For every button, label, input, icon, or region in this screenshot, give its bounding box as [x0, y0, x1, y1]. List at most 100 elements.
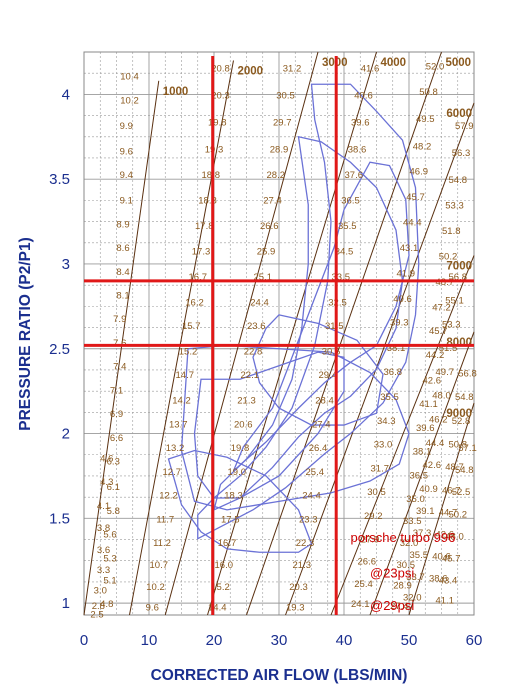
efficiency-label: 51.5 — [439, 343, 458, 354]
plot-frame — [83, 51, 475, 616]
efficiency-label: 30.5 — [276, 90, 295, 101]
efficiency-label: 50.2 — [439, 251, 458, 262]
efficiency-label: 40.6 — [393, 294, 412, 305]
efficiency-label: 35.0 — [406, 494, 425, 505]
efficiency-label: 44.4 — [403, 218, 422, 229]
efficiency-label: 34.5 — [335, 246, 354, 257]
efficiency-island — [193, 351, 345, 499]
efficiency-label: 3.6 — [97, 545, 110, 556]
efficiency-label: 52.0 — [426, 62, 445, 73]
efficiency-label: 27.4 — [263, 196, 282, 207]
efficiency-label: 44.4 — [426, 438, 445, 449]
efficiency-label: 41.1 — [436, 596, 455, 607]
efficiency-label: 30.5 — [397, 560, 416, 571]
efficiency-label: 16.7 — [189, 272, 208, 283]
efficiency-label: 45.7 — [429, 326, 448, 337]
efficiency-label: 42.6 — [423, 375, 442, 386]
efficiency-label: 35.5 — [410, 550, 429, 561]
efficiency-label: 37.6 — [345, 170, 364, 181]
efficiency-label: 14.7 — [176, 370, 195, 381]
efficiency-label: 52.8 — [452, 416, 471, 427]
speed-line — [207, 51, 377, 616]
efficiency-label: 38.1 — [413, 447, 432, 458]
speed-line-label: 9000 — [446, 408, 472, 420]
efficiency-island — [252, 314, 384, 426]
efficiency-label: 39.1 — [416, 506, 435, 517]
speed-line — [369, 331, 475, 616]
y-tick-label: 3.5 — [49, 171, 70, 188]
efficiency-label: 10.4 — [120, 72, 139, 83]
efficiency-label: 27.4 — [390, 601, 409, 612]
efficiency-label: 16.2 — [185, 297, 204, 308]
efficiency-label: 4.1 — [97, 501, 110, 512]
efficiency-label: 38.1 — [387, 343, 406, 354]
speed-line-label: 7000 — [446, 260, 472, 272]
y-axis-ticks: 1 1.5 2 2.5 3 3.5 4 — [49, 86, 70, 612]
efficiency-label: 4.8 — [100, 599, 113, 610]
efficiency-label: 15.2 — [179, 346, 198, 357]
efficiency-label: 29.2 — [364, 511, 383, 522]
efficiency-label: 4.6 — [100, 453, 113, 464]
efficiency-label: 33.7 — [406, 572, 425, 583]
efficiency-label: 48.2 — [413, 141, 432, 152]
efficiency-label: 10.7 — [150, 560, 169, 571]
efficiency-label: 36.5 — [341, 196, 360, 207]
efficiency-label: 17.8 — [195, 221, 214, 232]
efficiency-label: 40.6 — [354, 90, 373, 101]
efficiency-label: 6.9 — [110, 409, 123, 420]
efficiency-label: 21.3 — [237, 396, 256, 407]
efficiency-label: 19.3 — [286, 603, 305, 614]
efficiency-label: 20.3 — [289, 582, 308, 593]
efficiency-label: 46.2 — [429, 414, 448, 425]
efficiency-label: 40.6 — [432, 552, 451, 563]
efficiency-label: 48.0 — [445, 531, 464, 542]
efficiency-label: 44.2 — [426, 350, 445, 361]
efficiency-label: 38.6 — [429, 574, 448, 585]
efficiency-label: 3.0 — [94, 586, 107, 597]
efficiency-label: 29.7 — [273, 118, 292, 129]
efficiency-label: 23.6 — [247, 321, 266, 332]
efficiency-label: 53.3 — [442, 319, 461, 330]
efficiency-label: 25.4 — [306, 467, 325, 478]
efficiency-label: 11.7 — [156, 514, 174, 525]
efficiency-label: 6.1 — [107, 482, 120, 493]
efficiency-label: 13.7 — [169, 419, 188, 430]
y-tick-label: 3 — [62, 256, 70, 273]
efficiency-label: 33.0 — [374, 440, 393, 451]
speed-line — [330, 255, 475, 616]
efficiency-label: 18.3 — [224, 491, 243, 502]
efficiency-label: 54.8 — [449, 175, 468, 186]
efficiency-label: 28.4 — [315, 396, 334, 407]
efficiency-label: 36.8 — [384, 367, 403, 378]
efficiency-label: 8.4 — [116, 267, 129, 278]
x-tick-label: 50 — [401, 632, 418, 649]
efficiency-label: 26.4 — [309, 443, 328, 454]
efficiency-label: 12.2 — [159, 491, 178, 502]
efficiency-island — [197, 83, 420, 540]
efficiency-label: 17.3 — [192, 246, 211, 257]
efficiency-label: 23.3 — [299, 514, 318, 525]
reference-lines — [84, 56, 474, 615]
efficiency-label: 19.8 — [208, 118, 227, 129]
efficiency-label: 16.7 — [218, 538, 237, 549]
efficiency-label: 15.2 — [211, 582, 230, 593]
y-tick-label: 1 — [62, 595, 70, 612]
efficiency-label: 9.1 — [120, 196, 133, 207]
efficiency-label: 49.7 — [436, 367, 455, 378]
efficiency-label: 32.0 — [403, 592, 422, 603]
efficiency-label: 4.3 — [100, 477, 113, 488]
efficiency-label: 9.9 — [120, 121, 133, 132]
efficiency-label: 56.8 — [458, 369, 477, 380]
efficiency-label: 36.5 — [410, 470, 429, 481]
efficiency-label: 56.3 — [452, 148, 471, 159]
efficiency-label: 50.2 — [449, 509, 468, 520]
efficiency-label: 35.5 — [380, 392, 399, 403]
efficiency-label: 30.5 — [367, 487, 386, 498]
efficiency-label: 47.2 — [432, 302, 451, 313]
y-tick-label: 2 — [62, 426, 70, 443]
y-axis-title: PRESSURE RATIO (P2/P1) — [17, 237, 34, 431]
efficiency-label: 51.8 — [442, 226, 461, 237]
efficiency-label: 15.7 — [182, 321, 201, 332]
efficiency-label: 25.1 — [254, 272, 273, 283]
